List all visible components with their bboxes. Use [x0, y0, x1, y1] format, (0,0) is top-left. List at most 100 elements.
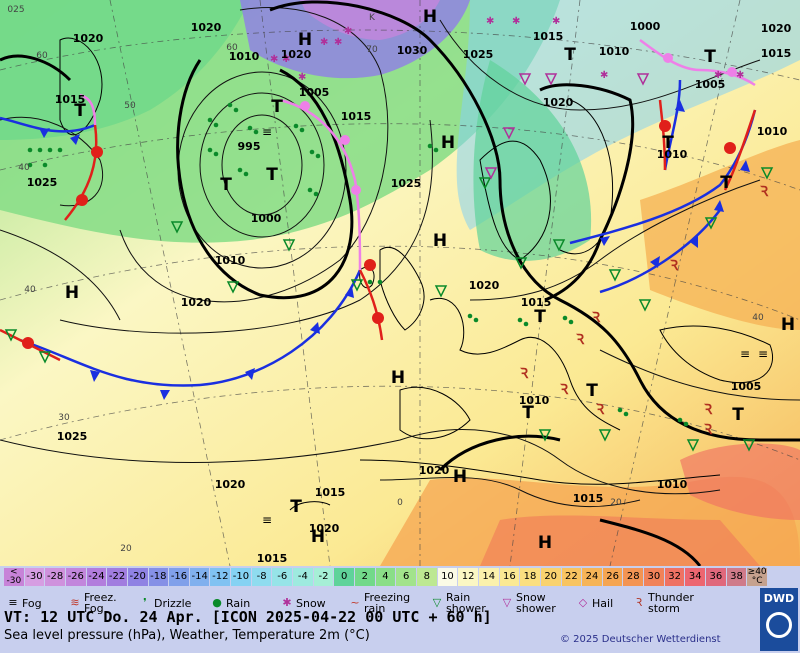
svg-text:✱: ✱: [320, 37, 328, 48]
warm-front-bumps: [22, 120, 736, 349]
legend-symbol-icon: ◇: [578, 596, 588, 609]
legend-panel: < -30 -30 -28 -26 -24 -22 -20 -18 -16 -14 -12 -10 -8-…: [0, 566, 800, 653]
svg-text:✱: ✱: [334, 37, 342, 48]
isobars: [0, 7, 800, 508]
low-pressure-center: T: [586, 381, 598, 401]
scale-cell: -2: [313, 568, 334, 586]
legend-item: ◇ Hail: [574, 590, 630, 620]
scale-cell: -28: [45, 568, 65, 586]
legend-label: Rain: [226, 597, 251, 610]
legend-label: Drizzle: [154, 597, 192, 610]
temperature-label: K: [369, 13, 376, 23]
svg-text:Ꝛ: Ꝛ: [575, 332, 585, 348]
legend-label: Snow: [296, 597, 326, 610]
high-pressure-center: H: [441, 133, 455, 153]
high-pressure-center: H: [423, 7, 437, 27]
svg-text:✱: ✱: [486, 16, 494, 27]
low-pressure-center: T: [266, 165, 278, 185]
scale-cell: 18: [520, 568, 540, 586]
svg-text:✱: ✱: [270, 54, 278, 65]
svg-text:Ꝛ: Ꝛ: [669, 258, 679, 274]
legend-label: Freez. Fog: [84, 591, 117, 615]
rain-symbols: [27, 102, 689, 427]
isobar-label: 1020: [419, 464, 450, 477]
isobar-label: 1020: [73, 32, 104, 45]
legend-label: Thunder storm: [648, 591, 694, 615]
legend-item: ❜ Drizzle: [136, 590, 208, 620]
isobar-label: 1010: [519, 394, 550, 407]
scale-cell: -12: [210, 568, 231, 586]
occluded-fronts: [79, 38, 756, 271]
scale-cell: 30: [644, 568, 664, 586]
temperature-label: 20: [610, 498, 622, 508]
svg-text:✱: ✱: [344, 26, 352, 37]
legend-item: ● Rain: [208, 590, 278, 620]
isobar-label: 1025: [57, 430, 88, 443]
svg-text:✱: ✱: [298, 72, 306, 83]
fog-symbols: ≡ ≡ ≡ ≡: [262, 125, 768, 527]
isobar-label: 1020: [181, 296, 212, 309]
svg-text:Ꝛ: Ꝛ: [519, 366, 529, 382]
dwd-logo-text: DWD: [763, 592, 795, 605]
weather-map-canvas: ✱ ✱ ✱ ✱ ✱✱ ✱ ✱ ✱✱ ✱✱: [0, 0, 800, 566]
isobar-label: 1020: [191, 21, 222, 34]
svg-text:≡: ≡: [262, 125, 272, 139]
scale-cell: 12: [458, 568, 478, 586]
temperature-label: 30: [58, 413, 70, 423]
occlusion-symbols: [300, 53, 737, 195]
legend-symbol-icon: ✱: [282, 596, 292, 609]
low-pressure-center: T: [662, 133, 674, 153]
isobar-label: 1010: [657, 478, 688, 491]
temperature-label: 70: [366, 45, 378, 55]
isobar-label: 1010: [757, 125, 788, 138]
legend-symbol-icon: Ꝛ: [635, 596, 643, 609]
isobar-label: 995: [238, 140, 261, 153]
low-pressure-center: T: [534, 307, 546, 327]
isobar-label: 1010: [215, 254, 246, 267]
temperature-labels: 025 60 50 40 40 30 20 60 70 K 40 20 0: [7, 5, 764, 554]
scale-cell: 24: [582, 568, 602, 586]
low-pressure-center: T: [74, 101, 86, 121]
legend-symbol-icon: ≋: [70, 596, 80, 609]
legend-item: ≡ Fog: [4, 590, 66, 620]
scale-cell: 22: [561, 568, 582, 586]
isobar-label: 1020: [215, 478, 246, 491]
scale-cell: 38: [726, 568, 747, 586]
hot-zone-east: [680, 443, 800, 520]
svg-text:✱: ✱: [600, 70, 608, 81]
low-pressure-center: T: [732, 405, 744, 425]
scale-cell: -20: [127, 568, 148, 586]
scale-cell: -4: [293, 568, 313, 586]
svg-text:≡: ≡: [758, 347, 768, 361]
isobar-label: 1025: [27, 176, 58, 189]
legend-label: Rain shower: [446, 591, 486, 615]
isobar-label: 1005: [695, 78, 726, 91]
scale-cell: -6: [272, 568, 293, 586]
legend-symbol-icon: ≡: [8, 596, 18, 609]
high-pressure-center: H: [453, 467, 467, 487]
high-pressure-center: H: [391, 368, 405, 388]
isobar-label: 1030: [397, 44, 428, 57]
temperature-label: 40: [18, 163, 30, 173]
isobar-label: 1005: [731, 380, 762, 393]
warm-fronts: [0, 99, 757, 362]
isobar-label: 1020: [309, 522, 340, 535]
scale-cell: -16: [169, 568, 189, 586]
svg-text:✱: ✱: [552, 16, 560, 27]
scale-cell: -26: [65, 568, 86, 586]
temperature-label: 60: [226, 43, 238, 53]
svg-text:✱: ✱: [282, 54, 290, 65]
legend-symbol-icon: ~: [350, 596, 360, 609]
scale-cell: -30: [24, 568, 45, 586]
scale-cell: < -30: [4, 568, 24, 586]
legend-symbol-icon: ❜: [143, 596, 147, 609]
temperature-label: 40: [752, 313, 764, 323]
legend-symbol-icon: ▽: [432, 596, 442, 609]
low-pressure-center: T: [704, 47, 716, 67]
legend-label: Hail: [592, 597, 614, 610]
weather-legend: ≡ Fog ≋ Freez. Fog ❜ Drizzle ● Rain ✱ Snow ~ Freezin…: [0, 588, 800, 622]
temperature-label: 20: [120, 544, 132, 554]
isobar-label: 1010: [229, 50, 260, 63]
scale-cell: 34: [685, 568, 706, 586]
scale-cell: 0: [334, 568, 355, 586]
